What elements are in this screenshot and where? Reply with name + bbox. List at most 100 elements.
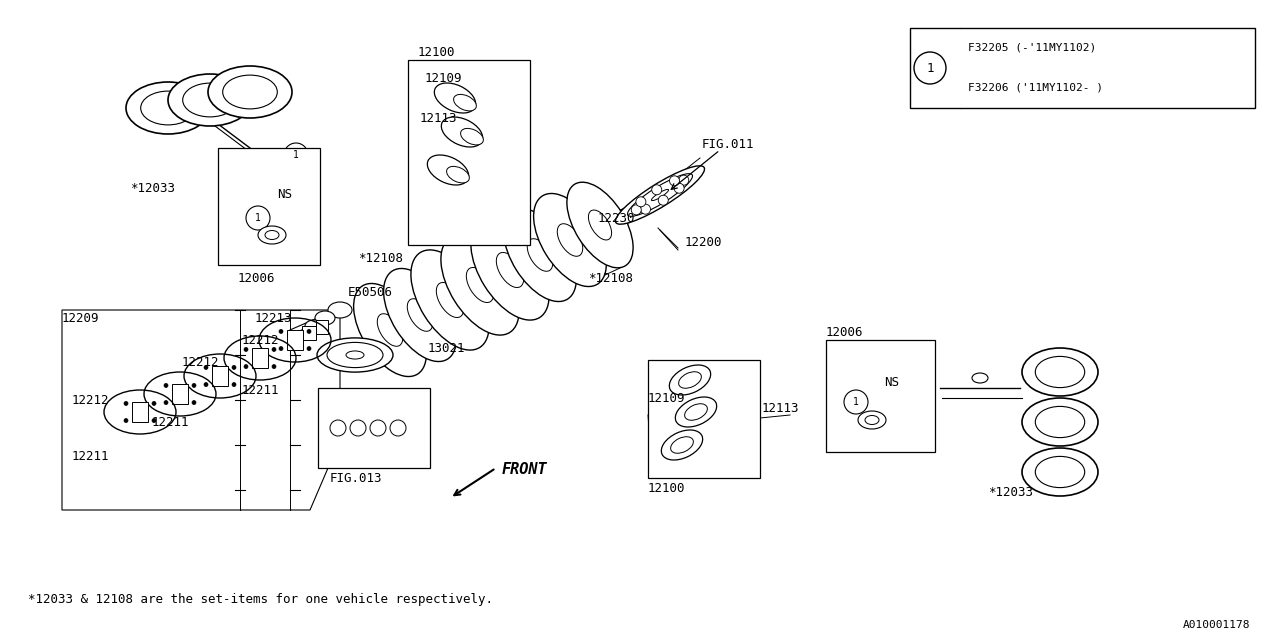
Circle shape bbox=[370, 420, 387, 436]
Text: 12109: 12109 bbox=[648, 392, 686, 404]
Circle shape bbox=[152, 401, 156, 406]
Bar bbox=[910, 28, 1254, 108]
Text: 12211: 12211 bbox=[152, 415, 189, 429]
Ellipse shape bbox=[141, 91, 196, 125]
Ellipse shape bbox=[407, 299, 433, 332]
Circle shape bbox=[678, 175, 689, 185]
Bar bbox=[826, 340, 934, 452]
Ellipse shape bbox=[440, 235, 520, 335]
Ellipse shape bbox=[328, 302, 352, 318]
Text: 1: 1 bbox=[293, 150, 300, 160]
Text: NS: NS bbox=[278, 189, 293, 202]
Text: 12212: 12212 bbox=[72, 394, 110, 406]
Ellipse shape bbox=[259, 226, 285, 244]
Ellipse shape bbox=[503, 209, 576, 301]
Ellipse shape bbox=[652, 189, 668, 200]
Circle shape bbox=[636, 196, 646, 207]
Circle shape bbox=[279, 330, 283, 333]
Ellipse shape bbox=[497, 252, 524, 287]
Ellipse shape bbox=[616, 166, 704, 224]
Text: 12100: 12100 bbox=[648, 481, 686, 495]
Text: F32206 ('11MY1102- ): F32206 ('11MY1102- ) bbox=[968, 83, 1103, 93]
Ellipse shape bbox=[384, 268, 457, 362]
Ellipse shape bbox=[1036, 406, 1084, 438]
Ellipse shape bbox=[461, 129, 484, 145]
Ellipse shape bbox=[858, 411, 886, 429]
Text: 12113: 12113 bbox=[420, 111, 457, 125]
Circle shape bbox=[273, 365, 276, 369]
Ellipse shape bbox=[326, 342, 383, 367]
Ellipse shape bbox=[1036, 356, 1084, 388]
Circle shape bbox=[192, 383, 196, 387]
Ellipse shape bbox=[411, 250, 489, 350]
Bar bbox=[218, 148, 320, 265]
Bar bbox=[287, 330, 303, 350]
Circle shape bbox=[204, 365, 207, 369]
Ellipse shape bbox=[1021, 448, 1098, 496]
Text: 1: 1 bbox=[852, 397, 859, 407]
Ellipse shape bbox=[453, 94, 476, 111]
Bar bbox=[408, 60, 530, 245]
Ellipse shape bbox=[671, 436, 694, 453]
Circle shape bbox=[675, 183, 684, 193]
Circle shape bbox=[273, 348, 276, 351]
Ellipse shape bbox=[865, 415, 879, 424]
Circle shape bbox=[204, 383, 207, 387]
Ellipse shape bbox=[1021, 398, 1098, 446]
Ellipse shape bbox=[1021, 348, 1098, 396]
Circle shape bbox=[164, 401, 168, 404]
Bar bbox=[302, 326, 316, 340]
Circle shape bbox=[152, 419, 156, 422]
Bar bbox=[132, 402, 148, 422]
Circle shape bbox=[640, 204, 650, 214]
Ellipse shape bbox=[317, 338, 393, 372]
Text: 12230: 12230 bbox=[598, 211, 635, 225]
Text: 12100: 12100 bbox=[419, 45, 456, 58]
Text: NS: NS bbox=[884, 376, 900, 388]
Ellipse shape bbox=[589, 210, 612, 240]
Ellipse shape bbox=[353, 284, 426, 376]
Circle shape bbox=[844, 390, 868, 414]
Ellipse shape bbox=[442, 117, 483, 147]
Circle shape bbox=[246, 206, 270, 230]
Ellipse shape bbox=[685, 404, 708, 420]
Circle shape bbox=[652, 185, 662, 195]
Ellipse shape bbox=[1036, 456, 1084, 488]
Text: *12033: *12033 bbox=[988, 486, 1033, 499]
Ellipse shape bbox=[428, 155, 468, 185]
Ellipse shape bbox=[168, 74, 252, 126]
Ellipse shape bbox=[434, 83, 476, 113]
Circle shape bbox=[279, 346, 283, 351]
Circle shape bbox=[349, 420, 366, 436]
Ellipse shape bbox=[436, 282, 463, 317]
Ellipse shape bbox=[378, 314, 403, 346]
Ellipse shape bbox=[125, 82, 210, 134]
Circle shape bbox=[669, 176, 680, 186]
Ellipse shape bbox=[346, 351, 364, 359]
Circle shape bbox=[244, 365, 248, 369]
Bar bbox=[648, 360, 760, 478]
Ellipse shape bbox=[527, 239, 553, 271]
Circle shape bbox=[124, 401, 128, 406]
Ellipse shape bbox=[305, 320, 323, 332]
Ellipse shape bbox=[534, 193, 607, 287]
Bar bbox=[316, 320, 328, 334]
Bar bbox=[317, 388, 430, 468]
Circle shape bbox=[244, 348, 248, 351]
Ellipse shape bbox=[447, 166, 470, 183]
Circle shape bbox=[284, 143, 308, 167]
Ellipse shape bbox=[678, 372, 701, 388]
Text: E50506: E50506 bbox=[348, 285, 393, 298]
Ellipse shape bbox=[972, 373, 988, 383]
Text: FRONT: FRONT bbox=[502, 462, 548, 477]
Text: *12108: *12108 bbox=[588, 271, 634, 285]
Text: *12108: *12108 bbox=[358, 252, 403, 264]
Text: F32205 (-'11MY1102): F32205 (-'11MY1102) bbox=[968, 43, 1096, 53]
Ellipse shape bbox=[466, 268, 494, 303]
Text: A010001178: A010001178 bbox=[1183, 620, 1251, 630]
Text: 12211: 12211 bbox=[72, 449, 110, 463]
Bar bbox=[212, 366, 228, 386]
Text: 12006: 12006 bbox=[826, 326, 864, 339]
Circle shape bbox=[124, 419, 128, 422]
Text: *12033: *12033 bbox=[131, 182, 175, 195]
